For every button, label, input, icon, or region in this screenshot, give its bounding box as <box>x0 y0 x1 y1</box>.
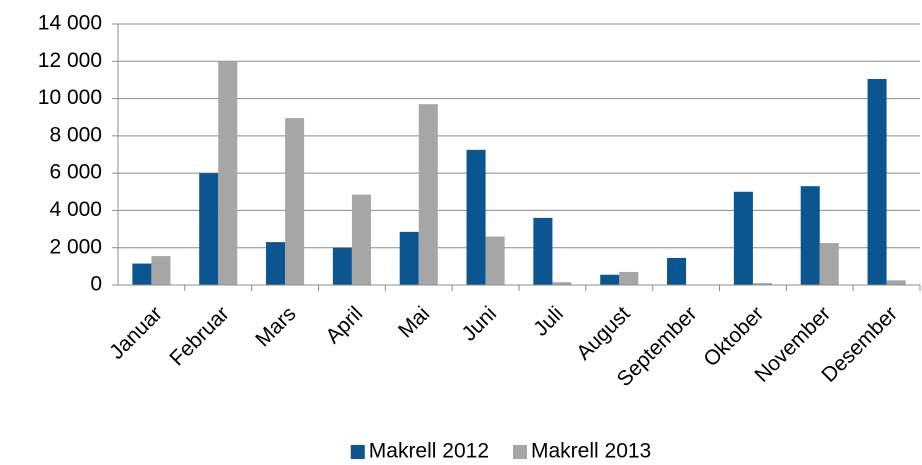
legend-swatch <box>350 445 365 459</box>
legend-label: Makrell 2013 <box>531 440 651 463</box>
bar <box>485 236 505 285</box>
bar <box>132 263 152 285</box>
bar <box>285 118 305 286</box>
legend-swatch <box>513 445 527 459</box>
x-tick-label: Januar <box>105 302 167 364</box>
y-tick-label: 4 000 <box>49 198 102 221</box>
bar <box>867 78 887 285</box>
x-tick-label: August <box>572 302 635 365</box>
bar <box>819 243 839 285</box>
bar <box>466 149 486 285</box>
x-tick-label: Mars <box>251 302 300 351</box>
bar <box>733 191 753 285</box>
bar <box>619 271 639 285</box>
bar <box>199 173 219 285</box>
y-tick-label: 2 000 <box>49 235 102 258</box>
bar <box>418 104 438 286</box>
bar <box>600 274 620 285</box>
bar <box>399 231 419 285</box>
bar <box>533 217 553 285</box>
legend-label: Makrell 2012 <box>369 440 489 463</box>
y-tick-label: 6 000 <box>49 161 102 184</box>
bar <box>800 186 820 285</box>
y-tick-label: 14 000 <box>38 12 102 35</box>
x-tick-label: Mai <box>394 302 434 342</box>
bar <box>332 247 352 285</box>
bar <box>151 256 171 285</box>
bar <box>218 61 238 286</box>
y-tick-label: 8 000 <box>49 123 102 146</box>
x-tick-label: Juni <box>458 302 502 346</box>
x-tick-label: Februar <box>165 302 233 370</box>
x-tick-label: April <box>321 302 367 348</box>
y-tick-label: 12 000 <box>38 49 102 72</box>
bar <box>351 194 371 285</box>
y-tick-label: 10 000 <box>38 86 102 109</box>
x-tick-label: Juli <box>529 302 568 341</box>
bar <box>266 242 286 285</box>
bar <box>552 282 572 285</box>
bar <box>886 280 906 285</box>
x-tick-label: Oktober <box>699 302 768 371</box>
y-tick-label: 0 <box>90 273 102 296</box>
bar <box>752 283 772 285</box>
bar <box>667 257 687 285</box>
